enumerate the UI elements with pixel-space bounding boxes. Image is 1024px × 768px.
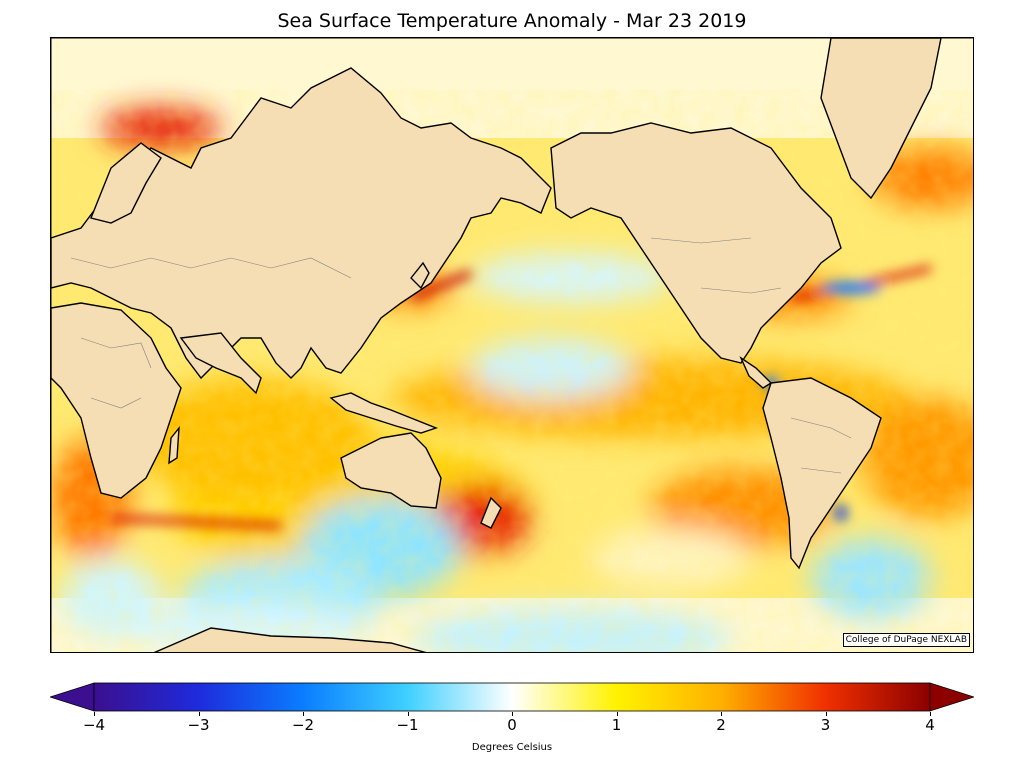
north-america-landmass [550,122,842,364]
scandinavia-landmass [90,142,162,224]
south-asia-landmass [179,332,262,395]
colorbar-tick-mark [94,712,95,716]
eurasia-landmass [51,67,552,380]
colorbar-tick-label: 4 [925,716,935,734]
colorbar-label: Degrees Celsius [471,742,553,753]
colorbar [50,682,974,712]
antarctica-landmass [153,627,427,652]
colorbar-tick-mark [721,712,722,716]
japan-landmass [410,261,430,290]
map-canvas [51,38,973,652]
colorbar-gradient [93,682,931,712]
colorbar-tick-label: −1 [396,716,419,734]
colorbar-min-extension [50,682,95,712]
australia-landmass [340,432,442,509]
sst-anomaly-map: College of DuPage NEXLAB [50,37,974,653]
central-america-landmass [739,356,773,389]
colorbar-tick-label: 0 [507,716,517,734]
colorbar-tick-label: 2 [716,716,726,734]
africa-landmass [51,302,182,499]
chart-title: Sea Surface Temperature Anomaly - Mar 23… [277,10,747,32]
new-zealand-landmass [480,496,502,529]
colorbar-tick-mark [407,712,409,716]
colorbar-tick-mark [512,712,513,716]
colorbar-ticks: −4 −3 −2 −1 0 1 2 3 4 [0,712,1024,740]
colorbar-tick-mark [303,712,304,716]
madagascar-landmass [168,425,180,465]
credit-label: College of DuPage NEXLAB [842,633,970,647]
colorbar-tick-mark [198,712,200,716]
colorbar-tick-label: 1 [611,716,622,734]
colorbar-tick-label: 3 [820,716,831,734]
colorbar-max-extension [929,682,974,712]
colorbar-tick-mark [930,712,931,716]
colorbar-tick-label: −2 [291,716,315,734]
colorbar-tick-label: −4 [82,716,106,734]
country-borders [70,237,852,474]
maritime-asia-islands [329,392,439,434]
south-america-landmass [762,377,882,570]
colorbar-tick-mark [825,712,827,716]
greenland-landmass [820,38,942,200]
land [51,38,942,652]
colorbar-tick-label: −3 [187,716,210,734]
colorbar-tick-mark [616,712,618,716]
